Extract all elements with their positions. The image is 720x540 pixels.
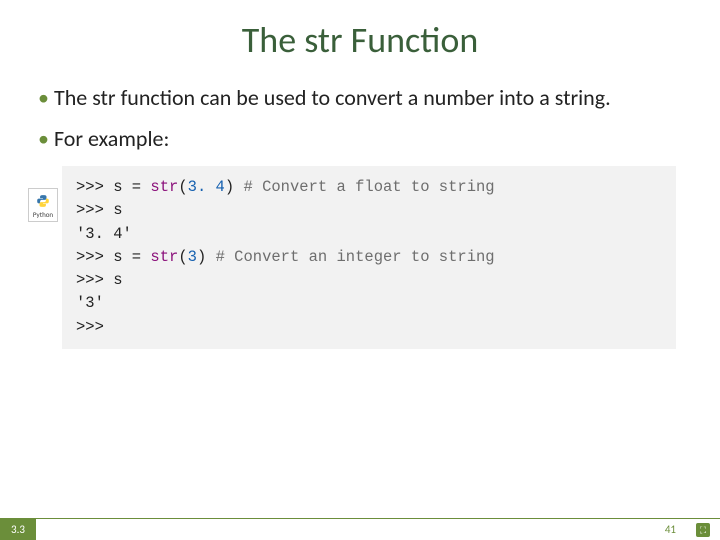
page-number: 41 — [665, 523, 676, 536]
slide-title: The str Function — [28, 18, 692, 62]
code-text: >>> s = str(3. 4) # Convert a float to s… — [76, 176, 662, 339]
code-block: Python >>> s = str(3. 4) # Convert a flo… — [62, 166, 676, 349]
python-icon — [36, 194, 50, 208]
expand-icon[interactable]: ⛶ — [696, 523, 710, 537]
bullet-item: For example: — [38, 125, 692, 152]
python-badge: Python — [28, 188, 58, 222]
bullet-list: The str function can be used to convert … — [28, 84, 692, 152]
slide-container: The str Function The str function can be… — [0, 0, 720, 540]
slide-footer: 3.3 41 ⛶ — [0, 518, 720, 540]
python-badge-label: Python — [33, 210, 53, 219]
bullet-item: The str function can be used to convert … — [38, 84, 692, 111]
footer-divider — [36, 518, 720, 519]
section-number-badge: 3.3 — [0, 518, 36, 540]
